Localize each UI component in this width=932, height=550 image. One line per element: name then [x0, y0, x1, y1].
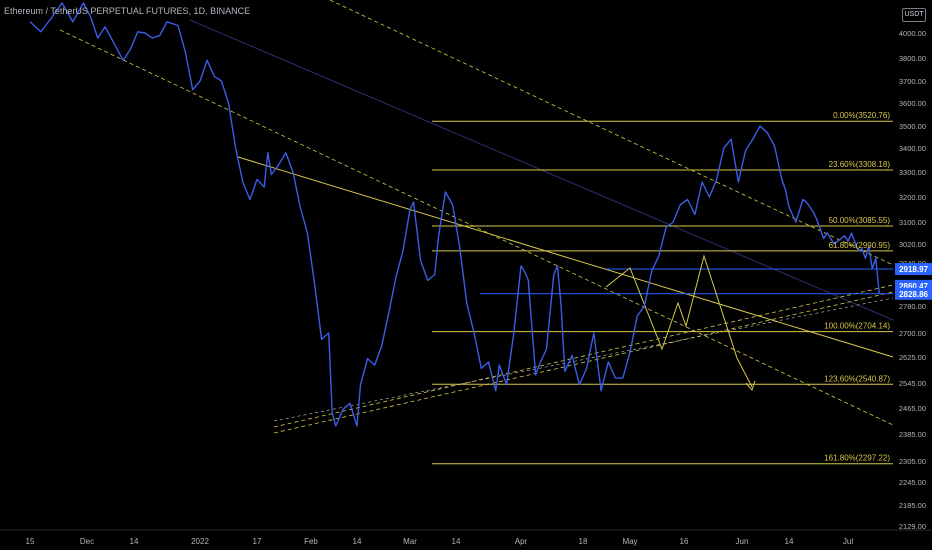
- x-tick-label: Jul: [843, 537, 853, 546]
- x-tick-label: Dec: [80, 537, 94, 546]
- fib-level-label: 23.60%(3308.18): [829, 160, 891, 169]
- price-marker-badge: [895, 263, 932, 276]
- y-tick-label: 3100.00: [899, 218, 926, 227]
- x-tick-label: Feb: [304, 537, 318, 546]
- y-tick-label: 2700.00: [899, 329, 926, 338]
- y-tick-label: 3200.00: [899, 193, 926, 202]
- fib-level-label: 50.00%(3085.55): [829, 216, 891, 225]
- fib-level-label: 100.00%(2704.14): [824, 322, 890, 331]
- y-tick-label: 2129.00: [899, 522, 926, 531]
- lower-dashed-trendline[interactable]: [59, 29, 894, 426]
- price-line[interactable]: [29, 2, 880, 427]
- drawings-layer: [59, 0, 894, 465]
- projection-arrow-icon: [745, 380, 756, 391]
- y-tick-label: 2245.00: [899, 478, 926, 487]
- resistance-trendline[interactable]: [237, 156, 894, 358]
- x-tick-label: 17: [253, 537, 262, 546]
- y-tick-label: 3020.00: [899, 240, 926, 249]
- price-marker-label: 2860.47: [899, 282, 928, 291]
- x-tick-label: 14: [785, 537, 794, 546]
- price-marker-label: 2918.97: [899, 265, 928, 274]
- y-tick-label: 3600.00: [899, 99, 926, 108]
- x-tick-label: May: [622, 537, 637, 546]
- x-tick-label: 18: [579, 537, 588, 546]
- upper-dashed-trendline[interactable]: [329, 0, 894, 266]
- y-tick-label: 2185.00: [899, 501, 926, 510]
- x-tick-label: Apr: [515, 537, 528, 546]
- currency-badge[interactable]: USDT: [902, 8, 926, 22]
- y-tick-label: 2465.00: [899, 404, 926, 413]
- y-tick-label: 2545.00: [899, 379, 926, 388]
- price-marker-badge: [895, 287, 932, 300]
- support-trendline-2[interactable]: [273, 291, 894, 434]
- y-tick-label: 2780.00: [899, 302, 926, 311]
- fib-labels-layer: 0.00%(3520.76) 23.60%(3308.18) 50.00%(3085…: [824, 111, 890, 462]
- price-axis[interactable]: 4000.00 3800.00 3700.00 3600.00 3500.00 3400.…: [899, 29, 926, 531]
- y-tick-label: 3500.00: [899, 122, 926, 131]
- x-tick-label: 14: [452, 537, 461, 546]
- y-tick-label: 3300.00: [899, 168, 926, 177]
- x-tick-label: 14: [130, 537, 139, 546]
- fib-level-label: 0.00%(3520.76): [833, 111, 890, 120]
- x-tick-label: Mar: [403, 537, 417, 546]
- price-series-layer: [29, 2, 880, 427]
- y-tick-label: 3800.00: [899, 54, 926, 63]
- fib-level-label: 61.80%(2990.95): [829, 241, 891, 250]
- x-tick-label: 15: [26, 537, 35, 546]
- symbol-title: Ethereum / TetherUS PERPETUAL FUTURES, 1…: [4, 6, 251, 16]
- x-tick-label: 14: [353, 537, 362, 546]
- x-tick-label: Jun: [736, 537, 749, 546]
- support-trendline-1[interactable]: [273, 284, 894, 428]
- x-tick-label: 2022: [191, 537, 209, 546]
- time-axis[interactable]: 15 Dec 14 2022 17 Feb 14 Mar 14 Apr 18 May 16 Jun 14 Ju…: [0, 529, 932, 546]
- projection-path[interactable]: [605, 254, 753, 388]
- y-tick-label: 4000.00: [899, 29, 926, 38]
- fib-level-label: 161.80%(2297.22): [824, 454, 890, 463]
- y-tick-label: 2385.00: [899, 430, 926, 439]
- x-tick-label: 16: [680, 537, 689, 546]
- y-tick-label: 2625.00: [899, 353, 926, 362]
- price-marker-label: 2828.86: [899, 290, 928, 299]
- y-tick-label: 3400.00: [899, 144, 926, 153]
- y-tick-label: 2305.00: [899, 457, 926, 466]
- fib-level-label: 123.60%(2540.87): [824, 374, 890, 383]
- y-tick-label: 3700.00: [899, 77, 926, 86]
